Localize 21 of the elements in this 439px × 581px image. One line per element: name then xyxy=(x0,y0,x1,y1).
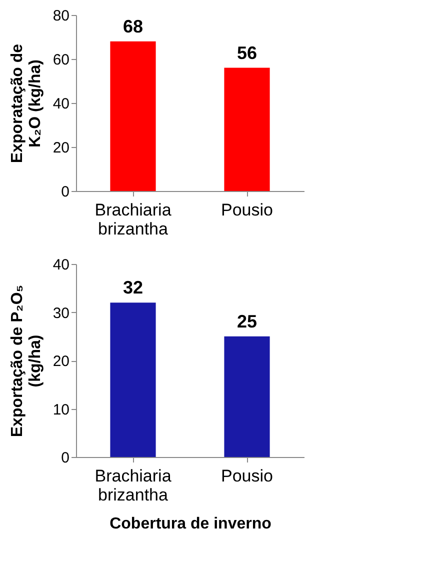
data-label: 68 xyxy=(122,16,144,36)
y-tick-label: 30 xyxy=(52,304,70,322)
y-tick-label: 20 xyxy=(52,353,70,370)
x-tick-label: Brachiaria brizantha xyxy=(94,466,172,504)
y-tick-label: 60 xyxy=(52,52,70,68)
data-label: 32 xyxy=(122,278,144,298)
x-tick-label: Pousio xyxy=(221,200,273,220)
data-label: 25 xyxy=(236,311,258,332)
y-tick-label: 10 xyxy=(52,401,70,418)
y-tick-label: 0 xyxy=(61,450,70,466)
y-axis-title: Exportação de P₂O₅ (kg/ha) xyxy=(8,284,44,438)
y-tick-label: 20 xyxy=(52,140,70,156)
x-tick-label: Pousio xyxy=(221,466,273,486)
data-label: 56 xyxy=(236,42,258,63)
y-tick-label: 40 xyxy=(52,256,70,274)
x-axis-title: Cobertura de inverno xyxy=(110,516,272,532)
y-tick-label: 80 xyxy=(52,8,70,24)
y-tick-label: 0 xyxy=(61,184,70,200)
x-tick-label: Brachiaria brizantha xyxy=(94,200,172,238)
y-tick-label: 40 xyxy=(52,96,70,112)
y-axis-title: Exporatação de K₂O (kg/ha) xyxy=(8,44,44,164)
